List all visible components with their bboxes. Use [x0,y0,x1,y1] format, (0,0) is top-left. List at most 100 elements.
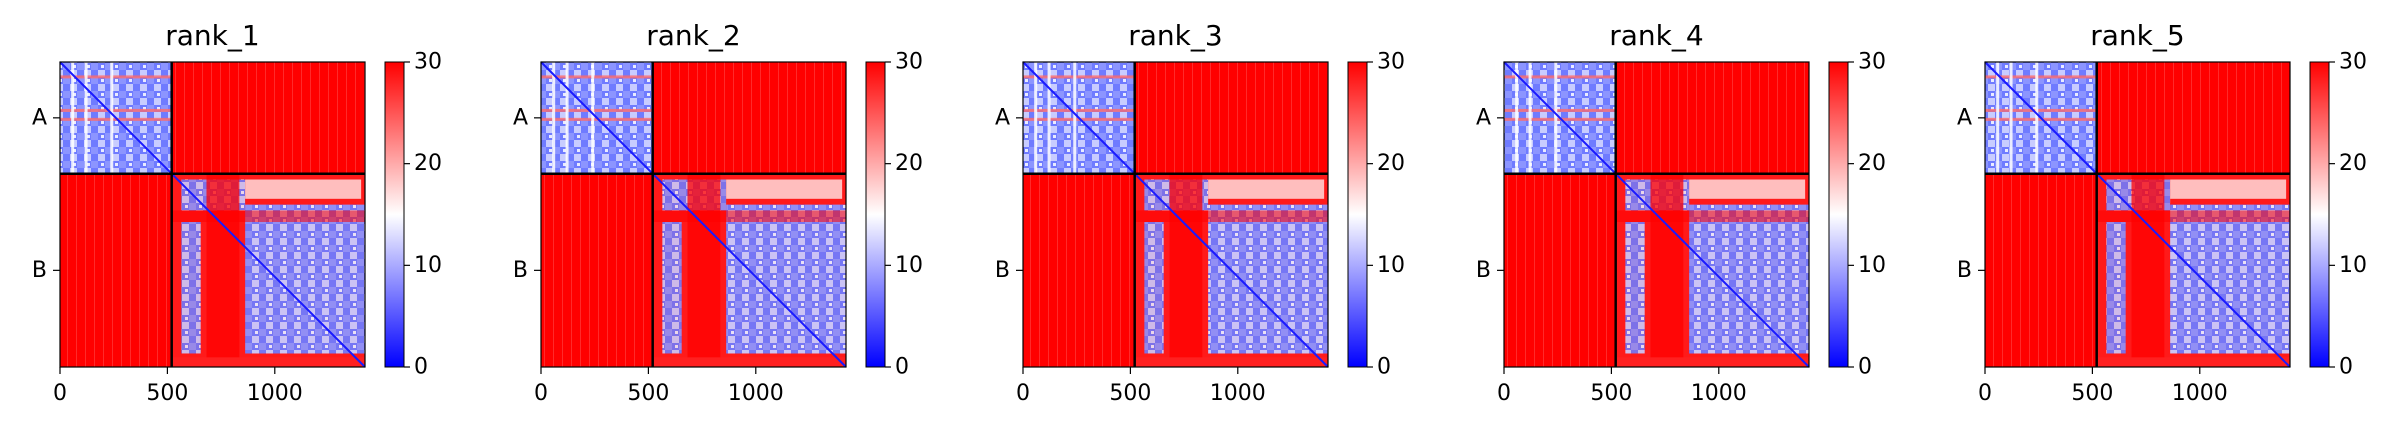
block-A-streak-2 [541,117,653,121]
colorbar-tick-label: 0 [2339,355,2353,380]
block-A-B [171,62,365,174]
diagonal [540,61,847,368]
block-A-B [652,62,846,174]
x-tick-label: 0 [534,381,548,406]
block-A-streak-0 [541,75,653,79]
diagonal [1984,61,2291,368]
x-tick-label: 1000 [1691,381,1747,406]
colorbar-tick-label: 20 [2339,151,2367,176]
block-A-streak-0 [1985,75,2097,79]
block-B-bottom-strip [1134,357,1328,367]
x-tick-label: 500 [627,381,669,406]
colorbar-tick-label: 0 [414,355,428,380]
block-B-blue-region [245,204,365,354]
axes-frame [540,61,847,368]
x-tick-label: 500 [2071,381,2113,406]
block-B-pink-strip [2170,179,2287,199]
block-B-bottom-strip [1615,357,1809,367]
heatmap-panel-4: rank_4 A B 0 500 1000 0 10 20 30 [1476,19,1886,406]
block-A-streak-1 [1023,108,1135,112]
block-B-red-band-v [1169,173,1203,367]
block-A-vstreak-1 [1528,62,1532,174]
x-tick-label: 1000 [728,381,784,406]
block-B-A [541,173,653,367]
block-A-streak-1 [60,108,172,112]
chain-label-B: B [1476,258,1491,283]
colorbar-tick-label: 30 [414,50,442,75]
chain-label-A: A [995,105,1010,130]
block-B-blue-column [662,222,682,354]
block-B-red-band-h [652,210,846,223]
block-A-vstreak-1 [565,62,569,174]
block-B-red-band-v [687,173,721,367]
block-A-vstreak-0 [1515,62,1519,174]
block-B-blue-column [1625,222,1645,354]
colorbar-tick-label: 10 [1858,253,1886,278]
x-tick-label: 0 [53,381,67,406]
x-tick-label: 0 [1497,381,1511,406]
block-B-A [60,173,172,367]
chain-label-B: B [32,258,47,283]
colorbar-tick-label: 10 [2339,253,2367,278]
diagonal [1022,61,1329,368]
axes-frame [59,61,366,368]
chain-label-B: B [1957,258,1972,283]
colorbar-tick-label: 10 [895,253,923,278]
axes-frame [1984,61,2291,368]
block-A-vstreak-0 [552,62,556,174]
block-A-vstreak-0 [1034,62,1038,174]
heatmap-panel-5: rank_5 A B 0 500 1000 0 10 20 30 [1957,19,2367,406]
colorbar [384,61,405,368]
block-A-B [1615,62,1809,174]
block-A-vstreak-0 [71,62,75,174]
chain-label-A: A [1957,105,1972,130]
block-A-vstreak-2 [110,62,114,174]
diagonal [1503,61,1810,368]
block-A-vstreak-1 [1047,62,1051,174]
block-B-A [1985,173,2097,367]
block-A-B [1134,62,1328,174]
colorbar-tick-label: 20 [1858,151,1886,176]
colorbar [865,61,886,368]
block-A-streak-1 [1985,108,2097,112]
x-tick-label: 1000 [1210,381,1266,406]
x-tick-label: 500 [1590,381,1632,406]
heatmap-panel-3: rank_3 A B 0 500 1000 0 10 20 30 [995,19,1405,406]
block-A-vstreak-2 [2035,62,2039,174]
colorbar-tick-label: 10 [1377,253,1405,278]
block-B-red-band-v [206,173,240,367]
colorbar-tick-label: 0 [1377,355,1391,380]
colorbar-tick-label: 20 [414,151,442,176]
colorbar-tick-label: 10 [414,253,442,278]
x-tick-label: 1000 [2172,381,2228,406]
colorbar [1828,61,1849,368]
block-B-pink-strip [1689,179,1806,199]
chain-label-B: B [513,258,528,283]
block-B-A [1504,173,1616,367]
colorbar-tick-label: 20 [895,151,923,176]
block-A-vstreak-1 [2009,62,2013,174]
colorbar-tick-label: 30 [1377,50,1405,75]
colorbar [1347,61,1368,368]
block-B-red-band-h [1615,210,1809,223]
panel-title: rank_1 [165,19,259,52]
panel-title: rank_5 [2090,19,2184,52]
block-A-streak-2 [1023,117,1135,121]
block-A-streak-1 [541,108,653,112]
chain-label-A: A [32,105,47,130]
panel-title: rank_4 [1609,19,1703,52]
chain-label-A: A [1476,105,1491,130]
block-B-bottom-strip [171,357,365,367]
block-A-streak-1 [1504,108,1616,112]
block-B-red-band-v [1650,173,1684,367]
block-B-blue-region [1689,204,1809,354]
colorbar-tick-label: 30 [1858,50,1886,75]
panel-title: rank_3 [1128,19,1222,52]
x-tick-label: 0 [1978,381,1992,406]
block-A-streak-2 [1985,117,2097,121]
block-A-vstreak-2 [1554,62,1558,174]
chain-label-A: A [513,105,528,130]
colorbar-tick-label: 30 [2339,50,2367,75]
panel-title: rank_2 [646,19,740,52]
